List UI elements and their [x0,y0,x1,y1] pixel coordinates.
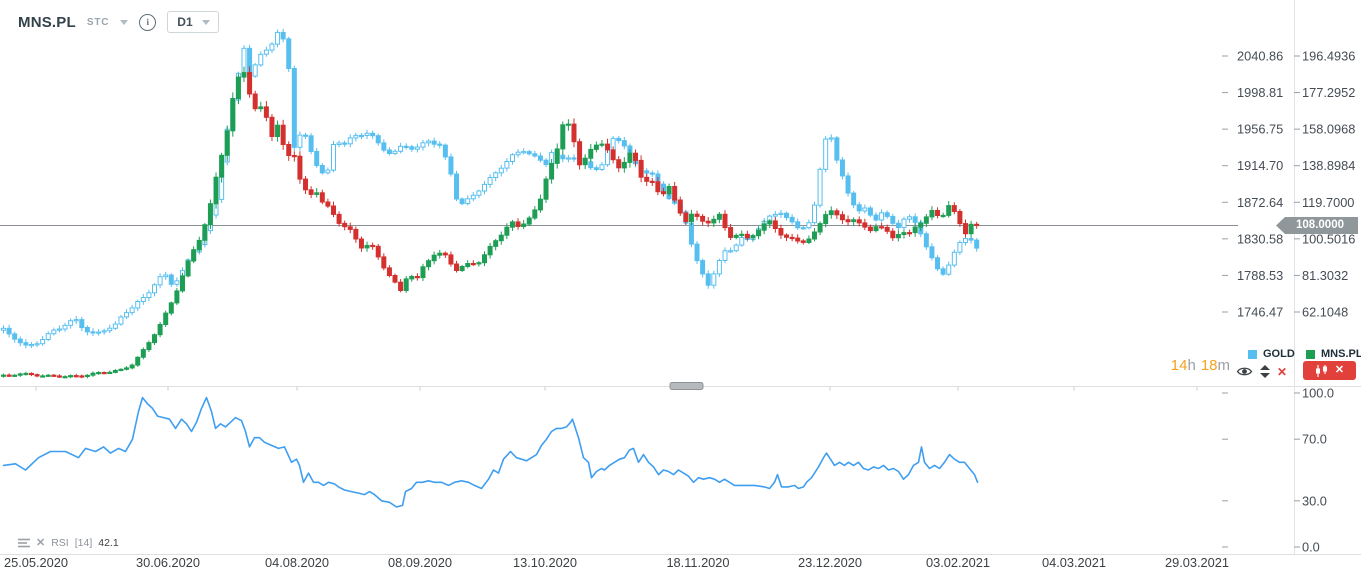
timeframe-chevron-down-icon [201,19,210,25]
rsi-axis-label: 70.0 [1302,432,1327,447]
remove-gold-overlay-icon[interactable]: ✕ [1277,364,1288,379]
time-axis[interactable] [0,554,1361,579]
info-icon[interactable]: i [139,13,157,31]
countdown-minutes-unit: m [1217,357,1231,374]
x-axis-date: 08.09.2020 [388,555,452,570]
candlestick-icon [1315,364,1327,377]
x-axis-date: 18.11.2020 [666,555,729,570]
eye-icon[interactable] [1236,365,1253,378]
price-axis-label-gold: 2040.86 [1237,49,1283,64]
x-axis-date: 30.06.2020 [136,555,200,570]
symbol-subtitle: STC [86,16,110,28]
mns-candles-series [1,66,980,379]
price-axis-label-mns: 81.3032 [1302,268,1348,283]
price-axis-label-mns: 119.7000 [1302,195,1354,210]
x-axis-date: 04.03.2021 [1042,555,1106,570]
price-axis-label-mns: 138.8984 [1302,158,1355,173]
countdown-hours-unit: h [1187,357,1196,374]
x-axis-date: 25.05.2020 [4,555,68,570]
gold-candles-series [1,28,980,349]
price-axis-label-mns: 100.5016 [1302,231,1355,246]
gold-legend-label: GOLD [1263,348,1295,360]
bar-countdown: 14h 18m [1078,357,1230,374]
remove-indicator-icon[interactable]: ✕ [36,536,46,549]
legend-mns: MNS.PL [1306,348,1361,360]
price-axis-label-gold: 1830.58 [1237,231,1283,246]
rsi-line [2,396,979,508]
symbol-chevron-down-icon[interactable] [120,19,129,25]
rsi-axis-label: 30.0 [1302,493,1327,508]
rsi-period: [14] [74,537,93,549]
legend-gold: GOLD [1248,348,1295,360]
price-axis-label-gold: 1998.81 [1237,85,1283,100]
price-axis-label-mns: 62.1048 [1302,304,1348,319]
rsi-value: 42.1 [98,537,119,549]
symbol-title: MNS.PL [18,13,76,31]
gold-overlay-controls: ✕ [1236,363,1287,380]
x-axis-date: 03.02.2021 [926,555,990,570]
x-axis-date: 13.10.2020 [513,555,577,570]
current-price-tag: 108.0000 [1276,217,1358,234]
indicator-settings-icon[interactable] [18,538,30,548]
price-axis-label-gold: 1746.47 [1237,304,1283,319]
mns-swatch-icon [1306,349,1315,359]
mns-legend-label: MNS.PL [1321,348,1361,360]
price-axis-label-gold: 1788.53 [1237,268,1283,283]
close-icon: ✕ [1334,364,1345,376]
countdown-hours: 14 [1170,357,1188,374]
price-axis-label-gold: 1872.64 [1237,195,1283,210]
x-axis-date: 29.03.2021 [1165,555,1229,570]
price-axis[interactable] [1232,0,1361,554]
x-axis-date: 23.12.2020 [798,555,862,570]
timeframe-value: D1 [177,15,193,29]
scale-updown-icon[interactable] [1260,365,1270,378]
price-axis-label-gold: 1914.70 [1237,158,1283,173]
price-axis-label-mns: 177.2952 [1302,85,1355,100]
price-axis-label-mns: 158.0968 [1302,122,1355,137]
panel-resize-handle[interactable] [669,382,704,390]
chart-header: MNS.PL STC i D1 [18,11,219,33]
close-chart-button[interactable]: ✕ [1303,361,1356,380]
rsi-indicator-header: ✕ RSI [14] 42.1 [18,537,119,549]
gold-swatch-icon [1248,349,1257,359]
x-axis-date: 04.08.2020 [265,555,329,570]
rsi-axis-label: 0.0 [1302,540,1320,555]
rsi-axis-label: 100.0 [1302,386,1334,401]
timeframe-dropdown[interactable]: D1 [167,11,219,33]
price-axis-label-mns: 196.4936 [1302,49,1355,64]
countdown-minutes: 18 [1200,357,1218,374]
rsi-name: RSI [51,537,69,549]
price-axis-label-gold: 1956.75 [1237,122,1283,137]
